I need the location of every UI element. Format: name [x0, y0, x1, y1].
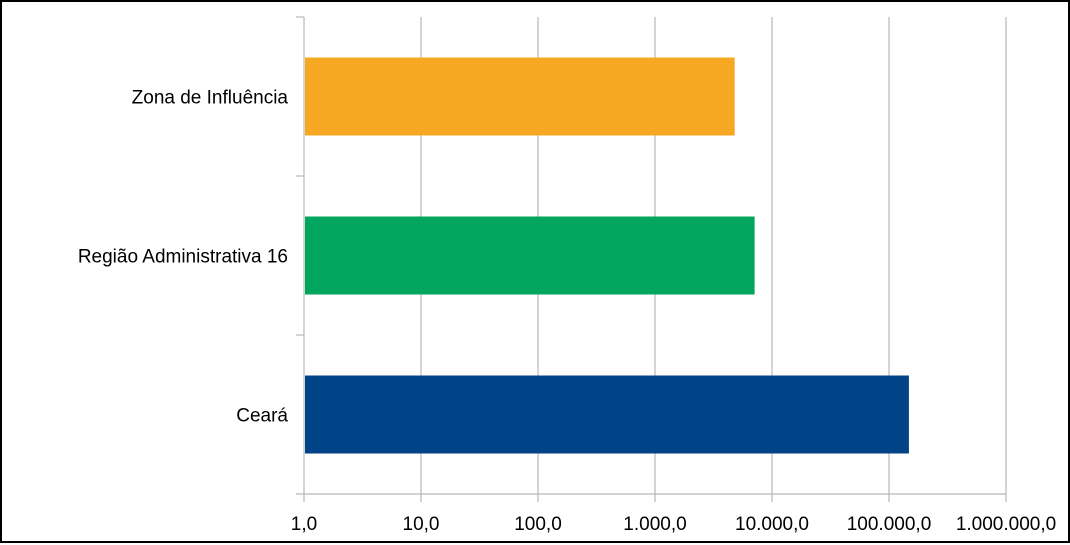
bar-3: [305, 375, 909, 454]
x-tick-label: 1,0: [291, 514, 317, 535]
axes: [296, 16, 1007, 502]
x-tick-label: 1.000,0: [623, 514, 686, 535]
x-tick-label: 1.000.000,0: [956, 514, 1056, 535]
bar-2: [305, 216, 755, 295]
labels: 1,0 10,0 100,0 1.000,0 10.000,0 100.000,0 1.00…: [78, 88, 1056, 536]
x-tick-label: 10.000,0: [735, 514, 809, 535]
bars: [305, 57, 909, 454]
x-tick-label: 100.000,0: [847, 514, 932, 535]
bar-1: [305, 57, 735, 136]
category-label: Zona de Influência: [132, 88, 289, 109]
category-label: Ceará: [236, 406, 288, 427]
x-tick-label: 100,0: [514, 514, 562, 535]
category-label: Região Administrativa 16: [78, 247, 288, 268]
x-tick-label: 10,0: [403, 514, 440, 535]
